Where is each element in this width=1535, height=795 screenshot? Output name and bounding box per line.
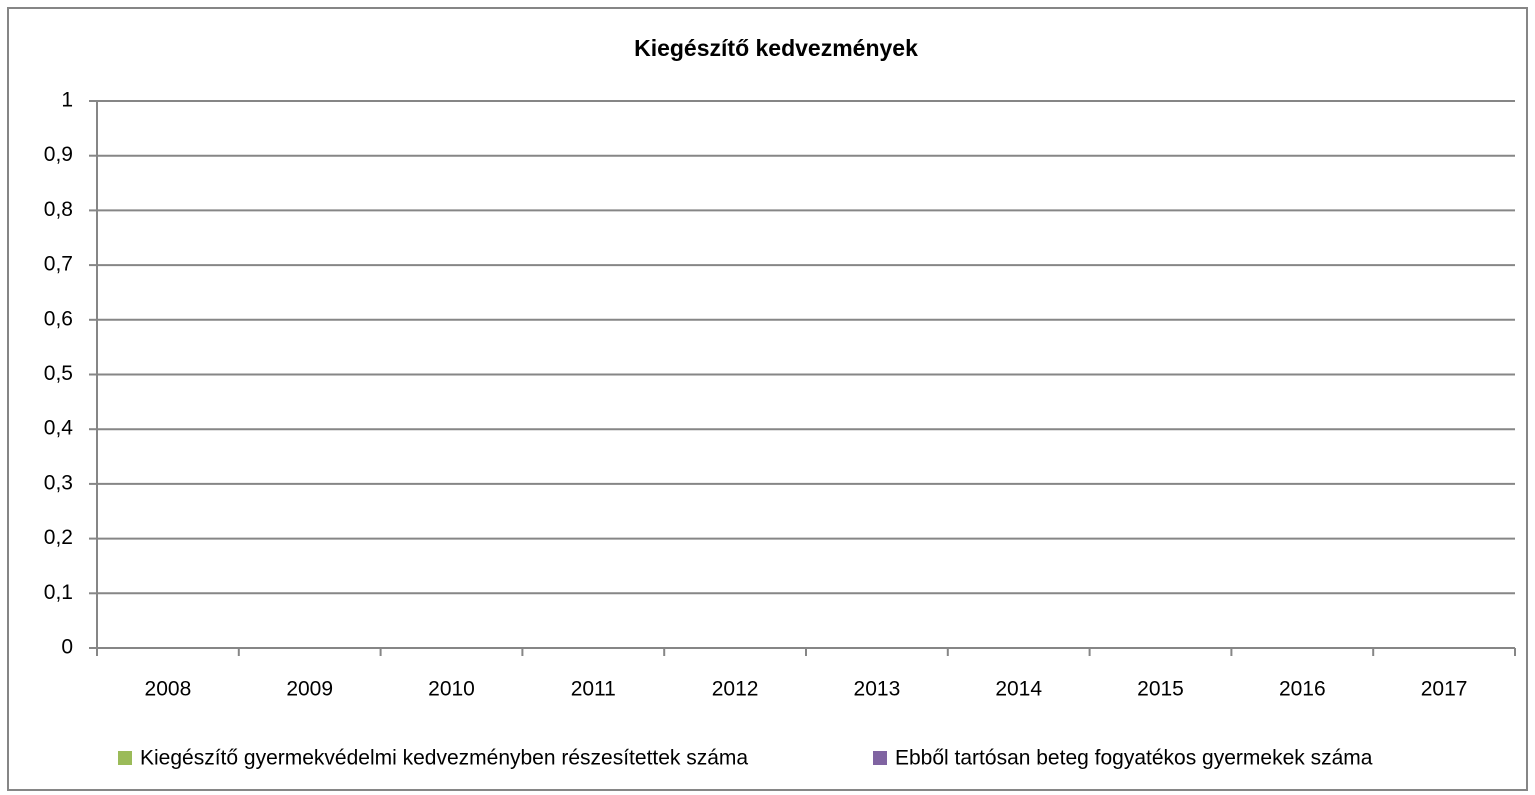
chart-border	[7, 7, 1528, 791]
x-tick-label: 2012	[712, 678, 759, 701]
y-tick-label: 0,4	[44, 417, 74, 440]
x-tick-label: 2017	[1421, 678, 1468, 701]
y-tick-label: 1	[61, 89, 73, 112]
x-tick-label: 2010	[428, 678, 475, 701]
y-tick-label: 0	[61, 636, 73, 659]
chart-title: Kiegészítő kedvezmények	[634, 35, 918, 61]
legend-swatch	[873, 751, 887, 765]
x-tick-label: 2009	[286, 678, 333, 701]
y-tick-label: 0,1	[44, 581, 73, 604]
x-tick-label: 2013	[854, 678, 901, 701]
y-tick-label: 0,7	[44, 253, 73, 276]
legend-swatch	[118, 751, 132, 765]
x-tick-label: 2014	[995, 678, 1042, 701]
x-tick-label: 2008	[145, 678, 192, 701]
x-tick-label: 2016	[1279, 678, 1326, 701]
legend-label: Kiegészítő gyermekvédelmi kedvezményben …	[140, 747, 748, 770]
x-tick-label: 2011	[571, 678, 616, 701]
y-tick-label: 0,6	[44, 307, 73, 330]
y-tick-label: 0,8	[44, 198, 73, 221]
legend-label: Ebből tartósan beteg fogyatékos gyermeke…	[895, 747, 1373, 770]
x-tick-label: 2015	[1137, 678, 1184, 701]
y-tick-label: 0,3	[44, 471, 73, 494]
y-tick-label: 0,2	[44, 526, 73, 549]
y-tick-label: 0,9	[44, 143, 73, 166]
y-tick-label: 0,5	[44, 362, 73, 385]
